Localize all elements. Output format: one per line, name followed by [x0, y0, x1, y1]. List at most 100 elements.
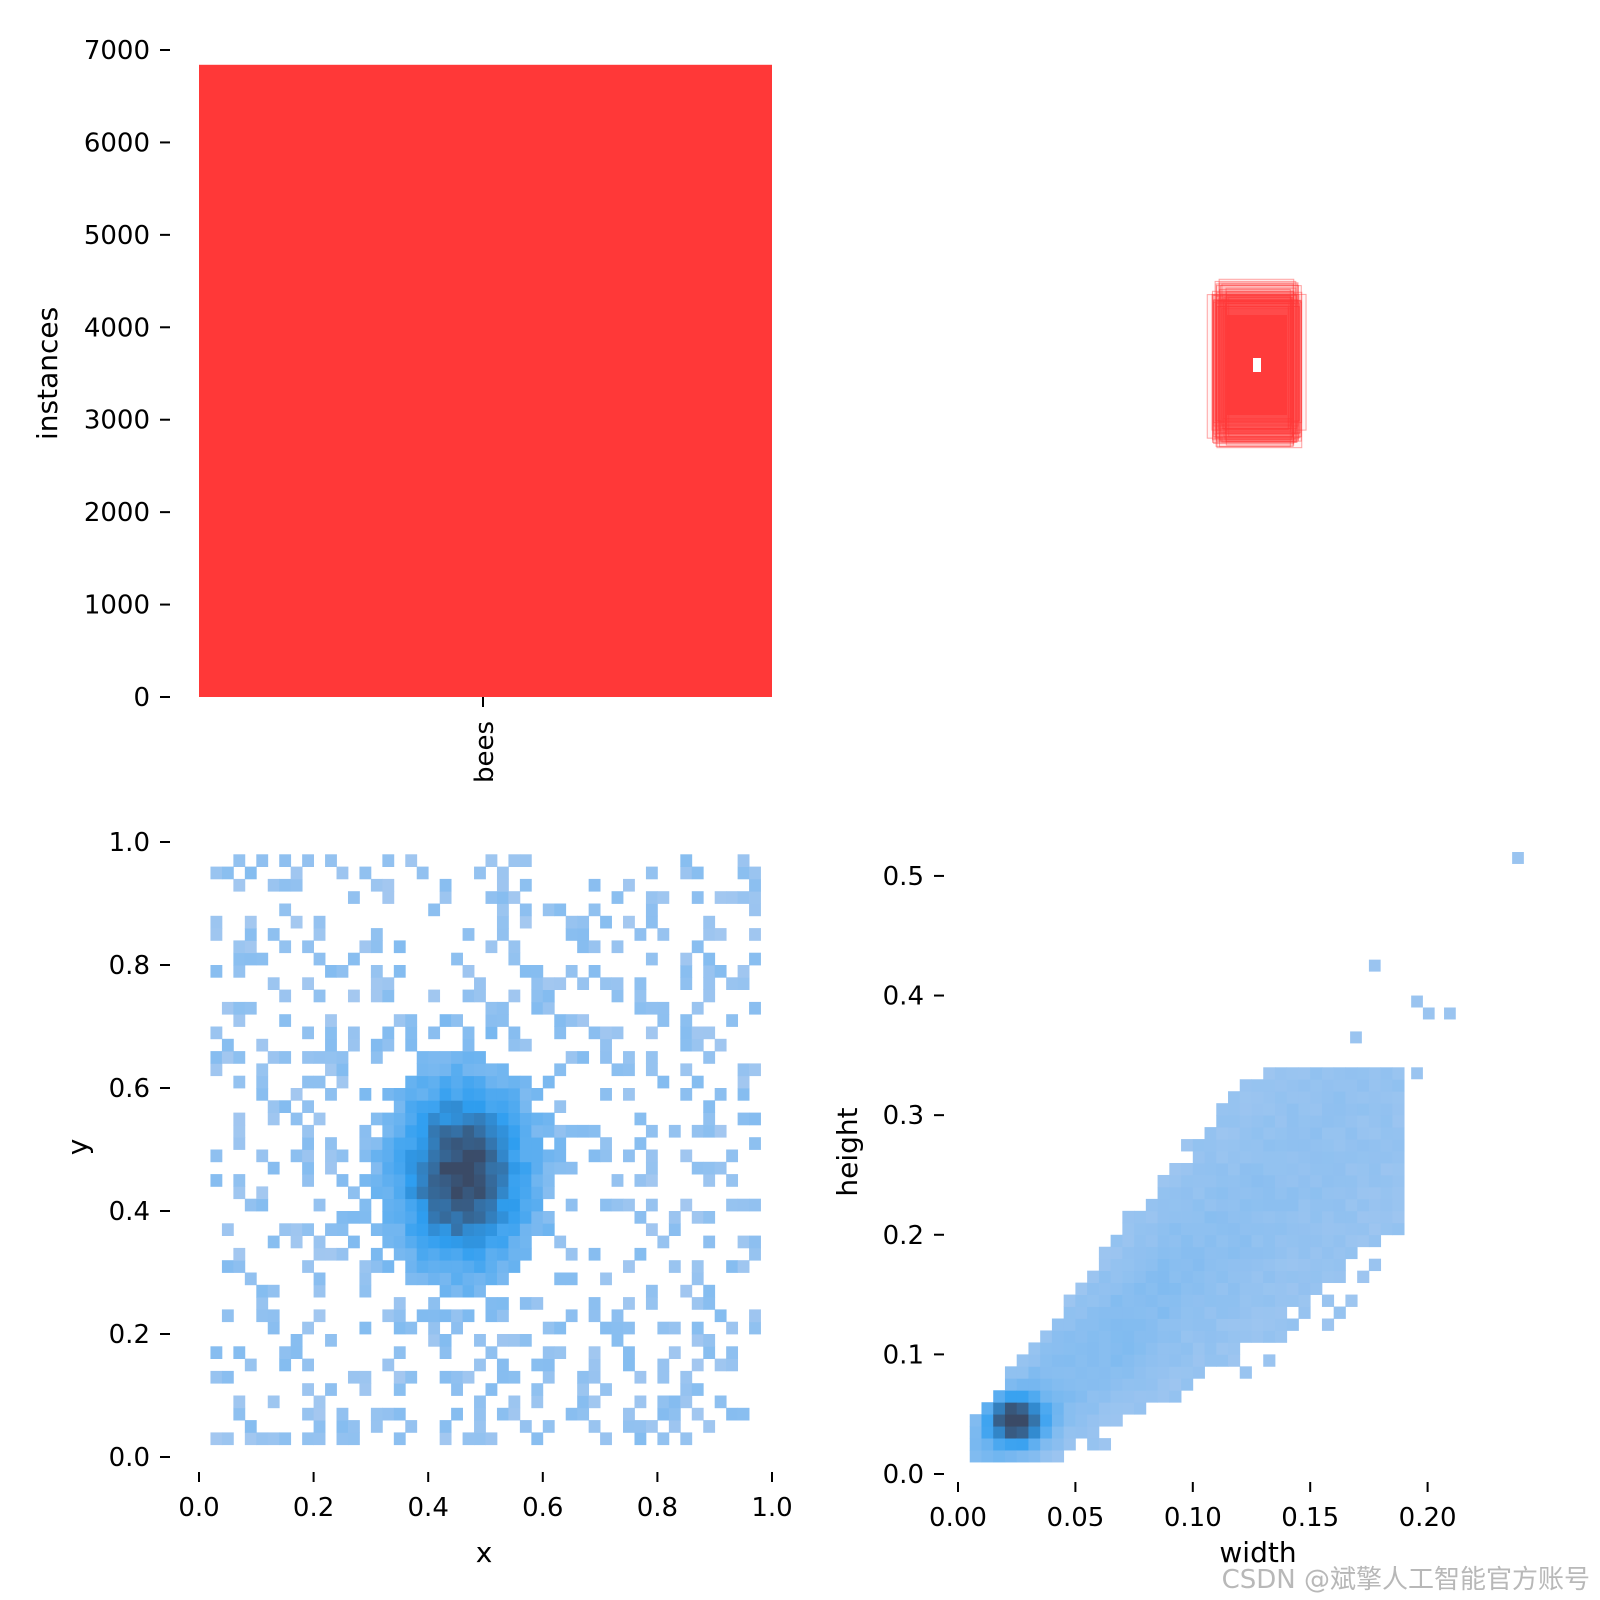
xy-heatmap-cell [393, 1432, 406, 1446]
xy-heatmap-cell [485, 1309, 498, 1323]
xy-heatmap-cell [210, 965, 223, 978]
bar-y-tick-label: 3000 [84, 406, 150, 436]
wh-heatmap-cell [1122, 1246, 1135, 1260]
xy-heatmap-cell [657, 1235, 670, 1249]
xy-heatmap-cell [405, 1272, 418, 1286]
wh-heatmap-cell [1098, 1414, 1112, 1427]
wh-heatmap-cell [1134, 1282, 1147, 1295]
bar-y-tick-label: 0 [133, 683, 150, 713]
wh-heatmap-cell [1087, 1270, 1100, 1284]
wh-heatmap-cell [1169, 1282, 1182, 1295]
wh-heatmap-cell [1169, 1306, 1182, 1319]
wh-heatmap-cell [1087, 1306, 1100, 1319]
wh-heatmap-cell [1110, 1342, 1123, 1355]
xy-heatmap-cell [256, 1309, 269, 1323]
xy-x-tick-label: 1.0 [751, 1493, 792, 1523]
xy-heatmap-cell [439, 1334, 452, 1347]
wh-heatmap-cell [1004, 1402, 1018, 1415]
xy-heatmap-cell [370, 1420, 383, 1433]
wh-heatmap-cell [1051, 1378, 1065, 1391]
wh-heatmap-cell [1028, 1378, 1041, 1391]
wh-heatmap-cell [969, 1414, 982, 1427]
xy-heatmap-cell [508, 1247, 521, 1261]
xy-heatmap-cell [600, 1149, 612, 1163]
xy-heatmap-cell [347, 891, 360, 904]
wh-heatmap-cell [1345, 1115, 1358, 1128]
xy-heatmap-cell [416, 1272, 429, 1286]
xy-heatmap-cell [428, 1051, 441, 1064]
wh-heatmap-cell [1380, 1115, 1393, 1128]
xy-heatmap-cell [714, 1309, 727, 1323]
wh-heatmap-cell [1157, 1186, 1170, 1200]
xy-heatmap-cell [657, 928, 670, 941]
xy-heatmap-cell [439, 1137, 452, 1150]
xy-heatmap-cell [508, 1395, 521, 1409]
wh-heatmap-cell [1134, 1294, 1147, 1307]
xy-heatmap-cell [267, 1112, 280, 1126]
xy-heatmap-cell [233, 1174, 246, 1187]
xy-heatmap-cell [680, 1383, 693, 1396]
wh-heatmap-cell [1368, 1174, 1382, 1188]
xy-heatmap-cell [370, 1161, 383, 1175]
xy-heatmap-cell [691, 1124, 704, 1138]
wh-heatmap-cell [993, 1426, 1006, 1439]
wh-heatmap-cell [1204, 1354, 1217, 1367]
wh-heatmap-cell [1145, 1318, 1158, 1331]
xy-y-tick-label: 0.6 [109, 1074, 150, 1104]
wh-heatmap-cell [1122, 1210, 1135, 1224]
wh-heatmap-cell [1380, 1103, 1393, 1116]
wh-heatmap-cell [1204, 1246, 1217, 1260]
xy-heatmap-cell [290, 1088, 303, 1101]
wh-heatmap-cell [1204, 1258, 1217, 1272]
xy-heatmap-cell [359, 1137, 372, 1150]
xy-heatmap-cell [382, 1186, 395, 1200]
xy-heatmap-cell [691, 866, 704, 880]
wh-x-tick-label: 0.05 [1046, 1503, 1104, 1533]
xy-heatmap-cell [496, 1088, 509, 1101]
wh-heatmap-cell [1380, 1139, 1393, 1152]
xy-heatmap-cell [496, 903, 509, 917]
xy-heatmap-cell [611, 940, 624, 954]
xy-heatmap-cell [451, 1260, 463, 1273]
xy-heatmap-cell [325, 854, 337, 867]
wh-heatmap-cell [1228, 1151, 1241, 1164]
xy-heatmap-cell [336, 1051, 349, 1064]
xy-heatmap-cell [462, 1026, 475, 1040]
wh-heatmap-cell [1157, 1378, 1170, 1391]
xy-heatmap-cell [428, 1247, 441, 1261]
xy-heatmap-cell [428, 1137, 441, 1150]
xy-heatmap-cell [508, 1174, 521, 1187]
wh-heatmap-cell [1087, 1366, 1100, 1379]
wh-heatmap-cell [1286, 1186, 1299, 1200]
wh-heatmap-cell [1357, 1270, 1370, 1284]
xy-heatmap-cell [680, 1014, 693, 1027]
wh-heatmap-cell [1321, 1234, 1335, 1248]
wh-heatmap-cell [1204, 1127, 1217, 1140]
wh-heatmap-cell [1263, 1354, 1276, 1367]
bar-bees [199, 64, 772, 697]
wh-heatmap-cell [1239, 1115, 1252, 1128]
xy-heatmap-cell [519, 1235, 532, 1249]
xy-heatmap-cell [577, 1014, 590, 1027]
xy-heatmap-cell [256, 1088, 269, 1101]
xy-heatmap-cell [542, 1001, 555, 1015]
xy-heatmap-cell [577, 928, 590, 941]
xy-heatmap-cell [703, 1297, 716, 1310]
wh-heatmap-cell [1040, 1402, 1053, 1415]
wh-heatmap-cell [1016, 1414, 1029, 1427]
xy-heatmap-cell [565, 1124, 578, 1138]
wh-heatmap-cell [1122, 1234, 1135, 1248]
wh-heatmap-cell [1145, 1270, 1158, 1284]
wh-heatmap-cell [1263, 1330, 1276, 1343]
xy-heatmap-cell [645, 866, 658, 880]
wh-heatmap-cell [1298, 1246, 1311, 1260]
xy-heatmap-cell [313, 1051, 326, 1064]
xy-heatmap-cell [382, 1149, 395, 1163]
xy-heatmap-cell [256, 1038, 269, 1052]
wh-heatmap-cell [1286, 1091, 1299, 1104]
xy-heatmap-cell [726, 1014, 739, 1027]
xy-heatmap-cell [519, 1174, 532, 1187]
xy-heatmap-cell [703, 989, 716, 1003]
wh-heatmap-cell [1087, 1330, 1100, 1343]
xy-heatmap-cell [210, 915, 223, 929]
